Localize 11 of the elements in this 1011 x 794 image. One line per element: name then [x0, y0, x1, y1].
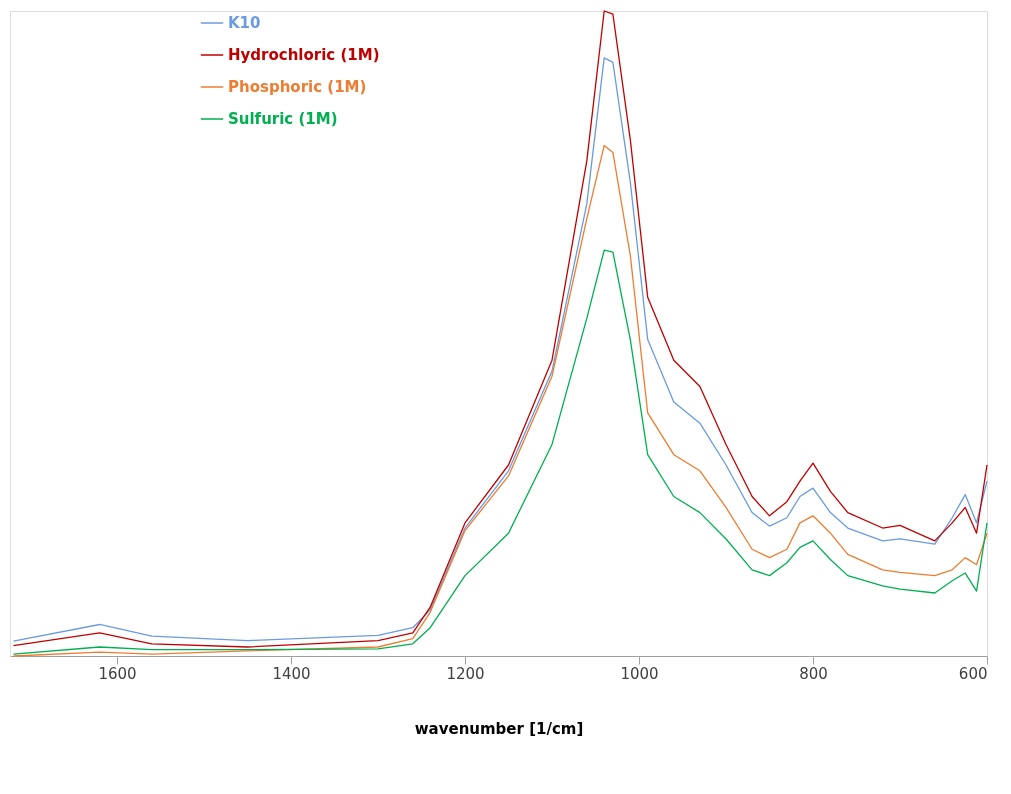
legend-label: Sulfuric (1M) [228, 110, 338, 128]
legend-label: K10 [228, 14, 261, 32]
legend-label: Phosphoric (1M) [228, 78, 367, 96]
x-tick-label: 1000 [620, 664, 659, 683]
x-tick-label: 800 [799, 664, 828, 683]
x-axis-title: wavenumber [1/cm] [414, 719, 584, 738]
x-tick-label: 1200 [446, 664, 485, 683]
x-tick-label: 1600 [98, 664, 137, 683]
x-tick-label: 600 [958, 664, 988, 683]
x-tick-label: 1400 [272, 664, 311, 683]
legend-label: Hydrochloric (1M) [228, 46, 380, 64]
